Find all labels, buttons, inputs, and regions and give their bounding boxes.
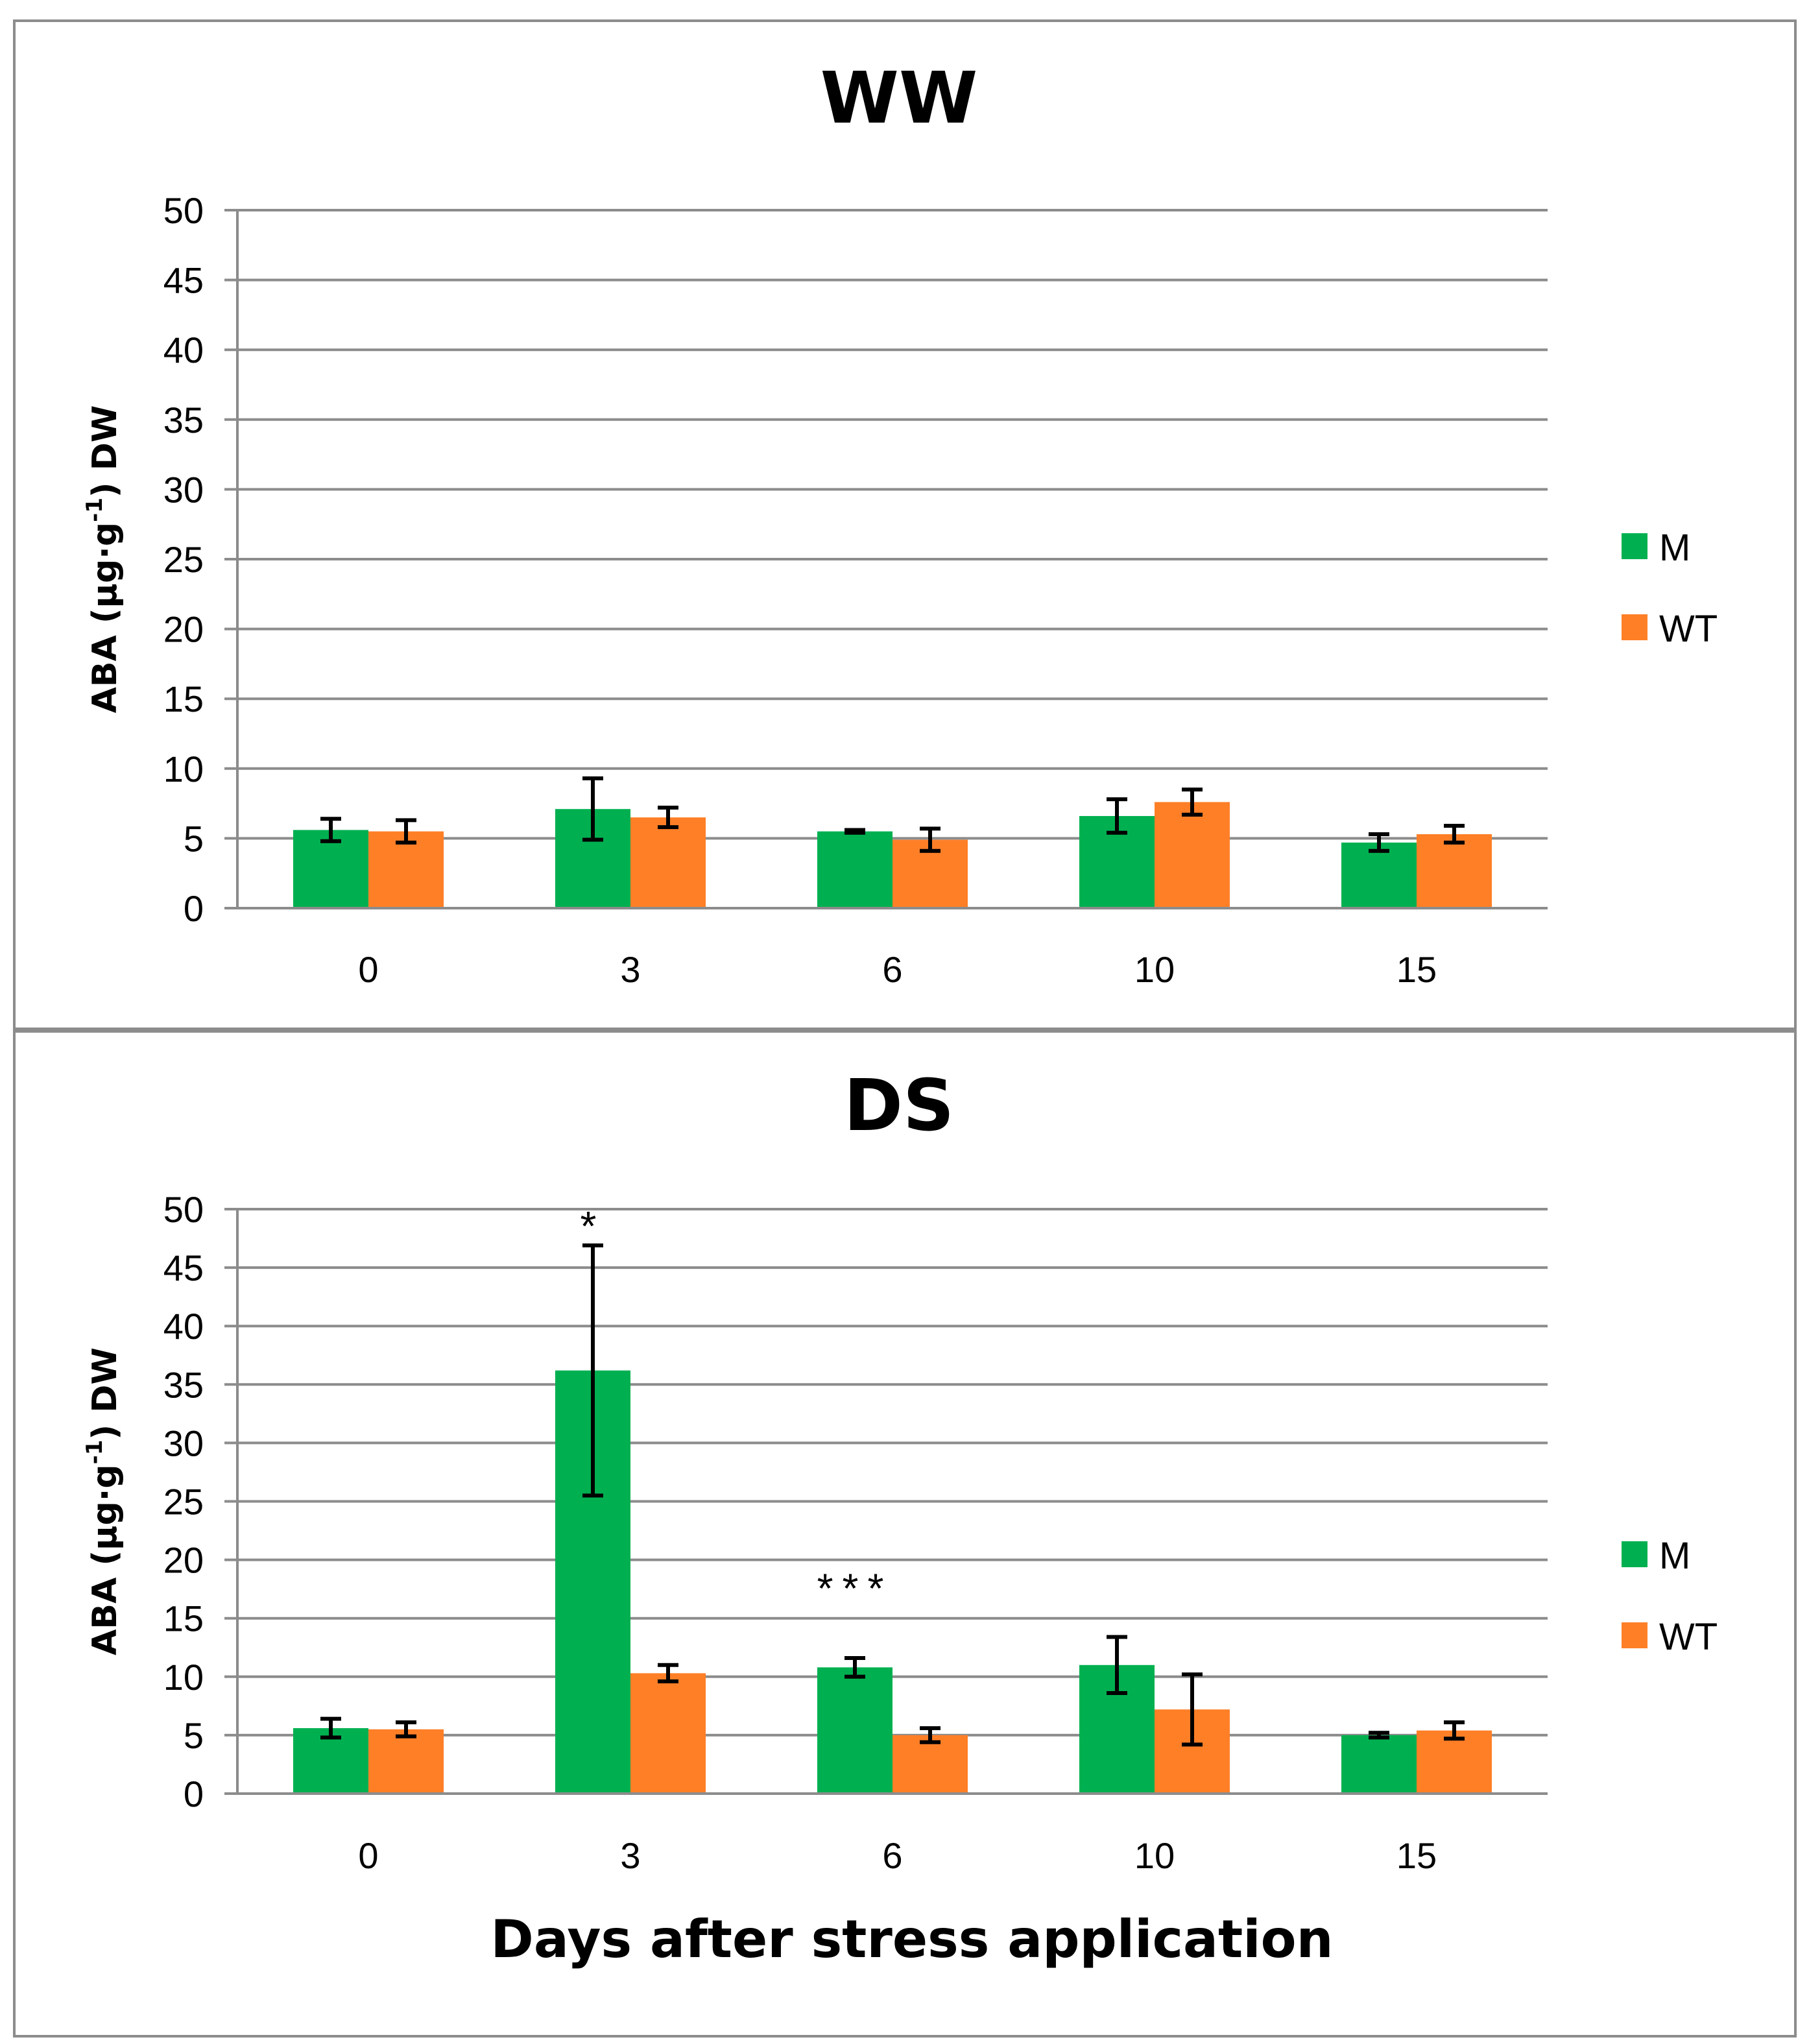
bar-wt-6 xyxy=(893,1735,968,1794)
x-tick-label: 0 xyxy=(358,949,378,990)
chart-ww: WW 0 5 10 15 20 25 30 35 40 45 50 ABA (µg·g-1) DW 0 3 6… xyxy=(82,56,1718,990)
y-axis-label: ABA (µg·g-1) DW xyxy=(82,405,125,714)
x-tick-label: 15 xyxy=(1396,949,1437,990)
legend-swatch xyxy=(1622,1541,1647,1567)
x-tick-label: 6 xyxy=(882,949,902,990)
y-tick-label: 25 xyxy=(163,1482,204,1522)
y-tick-label: 0 xyxy=(184,888,204,929)
y-tick-label: 45 xyxy=(163,1247,204,1288)
y-tick-label: 15 xyxy=(163,679,204,719)
legend-swatch xyxy=(1622,1622,1647,1648)
bar-m-15 xyxy=(1341,842,1417,908)
bar-wt-10 xyxy=(1155,802,1230,908)
significance-marker: * xyxy=(581,1203,606,1249)
legend-label: WT xyxy=(1659,1616,1718,1658)
legend-swatch xyxy=(1622,533,1647,559)
x-tick-label: 0 xyxy=(358,1835,378,1876)
chart-panel-ww: WW 0 5 10 15 20 25 30 35 40 45 50 ABA (µg·g-1) DW 0 3 6… xyxy=(13,19,1797,1030)
y-tick-label: 45 xyxy=(163,260,204,301)
y-tick-label: 0 xyxy=(184,1773,204,1814)
y-tick-label: 35 xyxy=(163,1364,204,1405)
bar-m-15 xyxy=(1341,1735,1417,1794)
legend-label: M xyxy=(1659,527,1690,569)
bar-wt-3 xyxy=(630,1673,706,1794)
x-tick-label: 6 xyxy=(882,1835,902,1876)
y-tick-label: 30 xyxy=(163,469,204,510)
bar-wt-0 xyxy=(368,1729,444,1794)
x-tick-label: 3 xyxy=(620,949,640,990)
x-axis-label: Days after stress application xyxy=(490,1909,1333,1969)
y-tick-label: 20 xyxy=(163,1540,204,1581)
y-tick-label: 10 xyxy=(163,749,204,789)
chart-panel-ds: DS 0 5 10 15 20 25 30 35 40 45 50 ABA (µg·g-1) DW 0 3 6… xyxy=(13,1030,1797,2038)
y-tick-label: 50 xyxy=(163,1189,204,1230)
y-axis-label: ABA (µg·g-1) DW xyxy=(82,1347,125,1655)
y-tick-label: 25 xyxy=(163,539,204,580)
legend-swatch xyxy=(1622,614,1647,640)
bar-wt-15 xyxy=(1417,1730,1492,1794)
y-tick-label: 35 xyxy=(163,400,204,440)
x-tick-label: 15 xyxy=(1396,1835,1437,1876)
y-tick-label: 20 xyxy=(163,609,204,650)
y-tick-label: 10 xyxy=(163,1657,204,1698)
chart-ds: DS 0 5 10 15 20 25 30 35 40 45 50 ABA (µg·g-1) DW 0 3 6… xyxy=(82,1064,1718,1969)
bar-m-6 xyxy=(817,1667,893,1794)
chart-title: WW xyxy=(821,56,978,139)
y-tick-label: 5 xyxy=(184,1715,204,1756)
y-tick-label: 30 xyxy=(163,1423,204,1463)
y-tick-label: 40 xyxy=(163,1306,204,1347)
x-tick-label: 10 xyxy=(1134,1835,1175,1876)
bar-wt-3 xyxy=(630,817,706,908)
legend-label: WT xyxy=(1659,608,1718,650)
significance-marker: *** xyxy=(817,1565,893,1612)
legend-label: M xyxy=(1659,1535,1690,1577)
y-tick-label: 5 xyxy=(184,818,204,859)
bar-m-6 xyxy=(817,831,893,908)
bar-wt-15 xyxy=(1417,834,1492,908)
y-tick-label: 50 xyxy=(163,190,204,231)
chart-title: DS xyxy=(844,1064,955,1147)
y-tick-label: 40 xyxy=(163,330,204,370)
x-tick-label: 10 xyxy=(1134,949,1175,990)
y-tick-label: 15 xyxy=(163,1598,204,1639)
x-tick-label: 3 xyxy=(620,1835,640,1876)
